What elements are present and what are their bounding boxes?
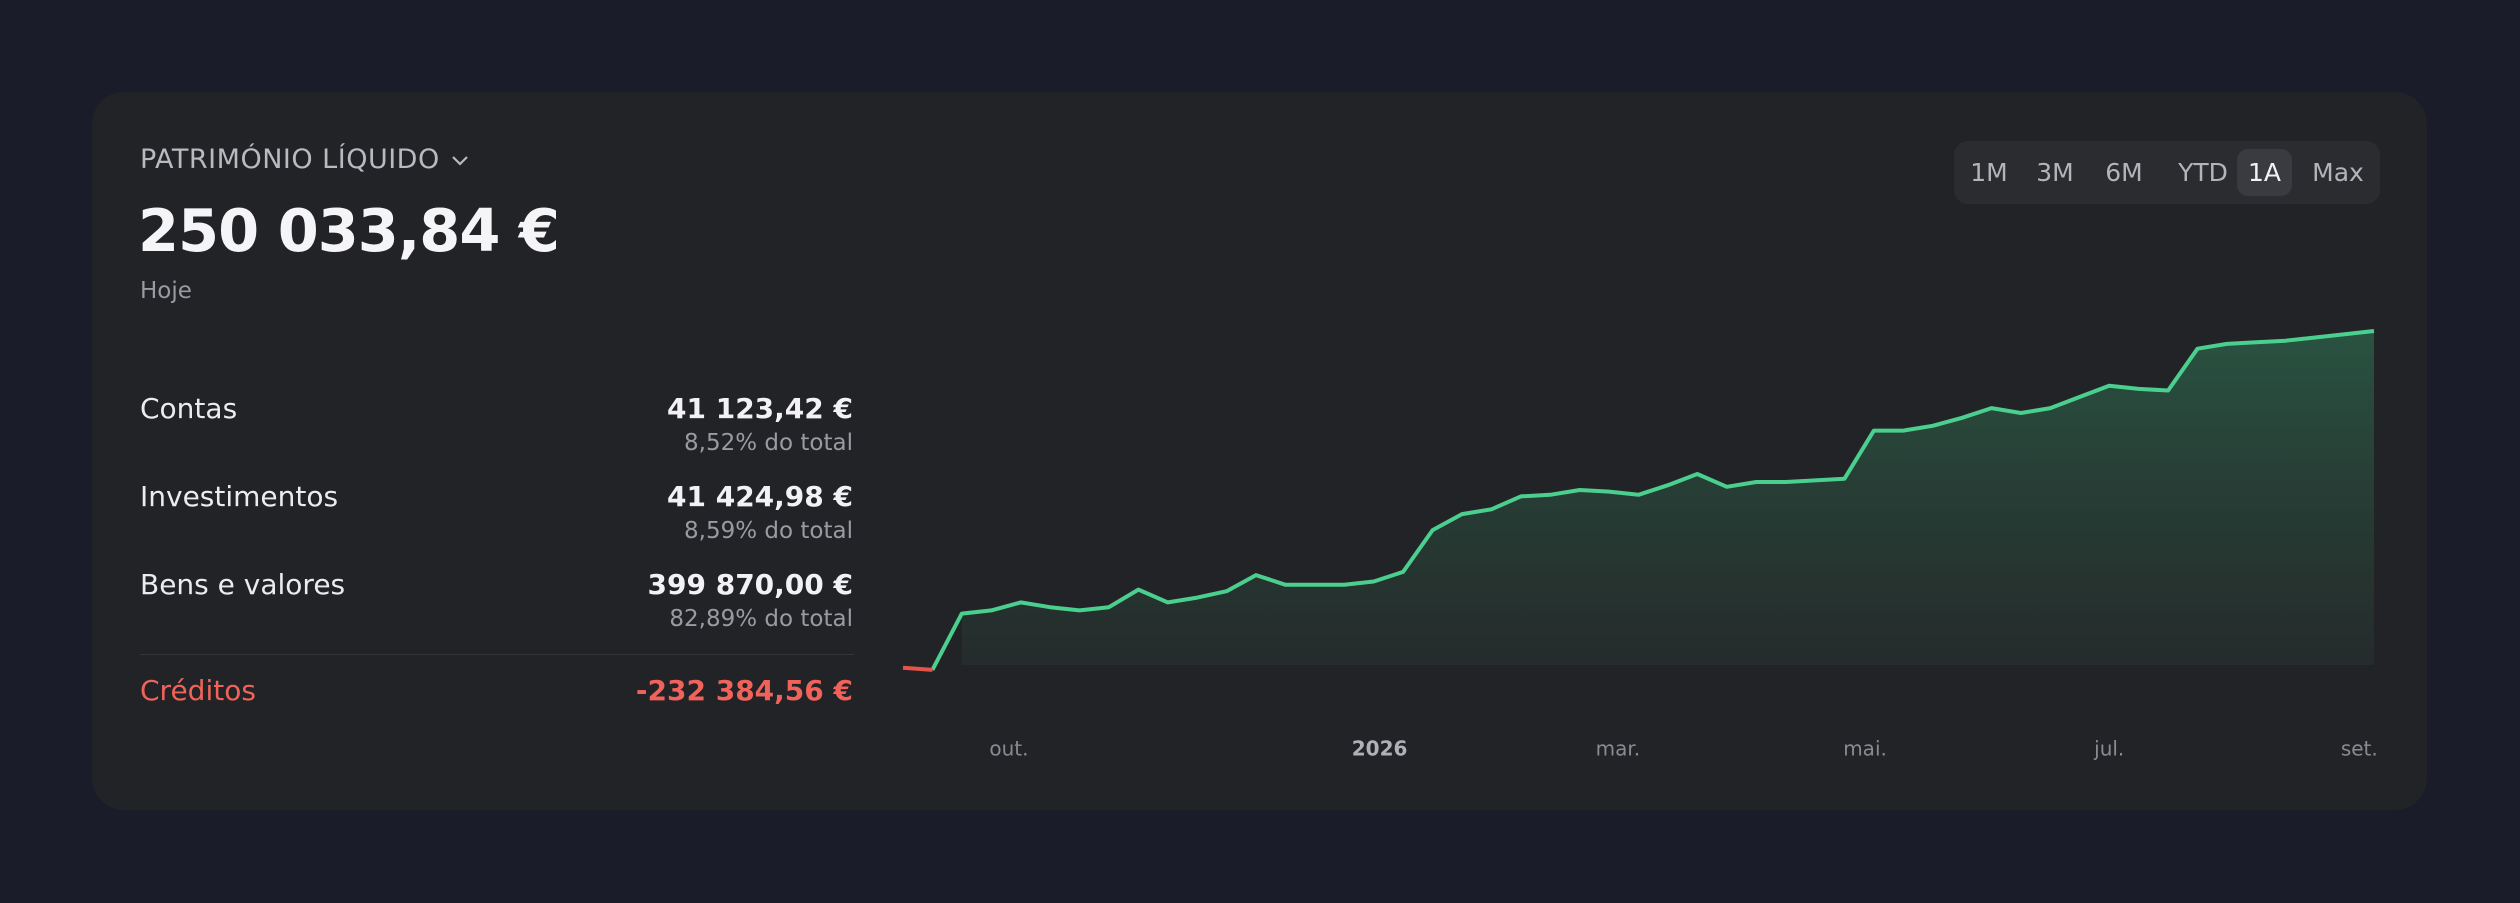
area-fill	[961, 331, 2374, 666]
date-label: Hoje	[140, 278, 192, 304]
credits-name: Créditos	[140, 674, 256, 707]
x-tick-label: out.	[989, 737, 1028, 761]
negative-line	[902, 665, 933, 672]
title-dropdown[interactable]: PATRIMÓNIO LÍQUIDO	[140, 144, 470, 175]
total-value: 250 033,84 €	[138, 196, 560, 265]
row-name: Bens e valores	[140, 568, 346, 601]
row-name: Contas	[140, 392, 238, 425]
row-value: 41 123,42 €	[667, 392, 853, 425]
row-value: 41 424,98 €	[667, 480, 853, 513]
chevron-icon	[451, 155, 468, 166]
time-range-button[interactable]: YTD	[2178, 158, 2228, 187]
row-value: 399 870,00 €	[647, 568, 853, 601]
time-range-button[interactable]: 1M	[1970, 158, 2008, 187]
time-range-button[interactable]: 3M	[2036, 158, 2074, 187]
row-share: 82,89% do total	[669, 606, 853, 632]
row-name: Investimentos	[140, 480, 339, 513]
time-range-button[interactable]: Max	[2312, 158, 2364, 187]
divider	[140, 654, 854, 655]
time-range-selector: 1M 3M 6M YTD 1A Max	[1954, 141, 2380, 204]
x-tick-label: jul.	[2093, 737, 2124, 761]
x-tick-label: mar.	[1596, 737, 1640, 761]
line	[930, 329, 2375, 671]
x-tick-label: set.	[2341, 737, 2378, 761]
x-tick-label: 2026	[1352, 737, 1408, 761]
row-share: 8,52% do total	[684, 430, 853, 456]
time-range-button[interactable]: 6M	[2105, 158, 2143, 187]
time-range-button[interactable]: 1A	[2237, 149, 2292, 196]
title: PATRIMÓNIO LÍQUIDO	[140, 144, 440, 175]
row-share: 8,59% do total	[684, 518, 853, 544]
credits-value: -232 384,56 €	[635, 674, 853, 707]
x-tick-label: mai.	[1843, 737, 1887, 761]
